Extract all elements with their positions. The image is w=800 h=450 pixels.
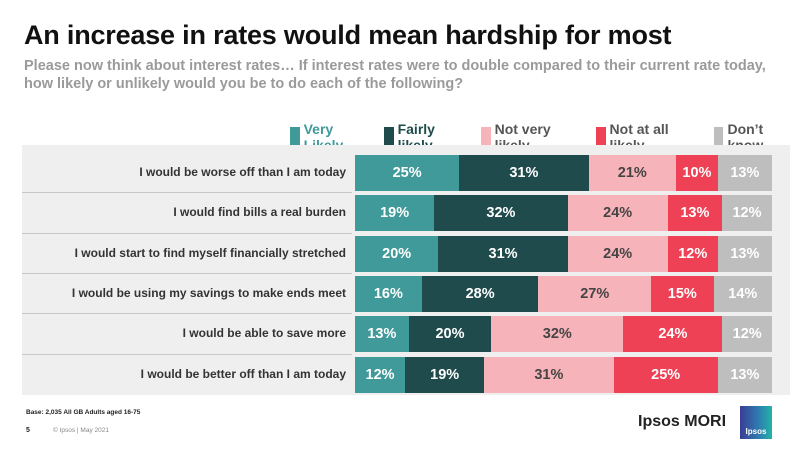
- bar-segment: 13%: [717, 356, 772, 393]
- legend-swatch: [480, 127, 491, 147]
- legend-swatch: [383, 127, 394, 147]
- category-label: I would be using my savings to make ends…: [71, 285, 346, 300]
- bar-segment: 32%: [434, 195, 568, 232]
- category-label: I would be able to save more: [182, 326, 346, 341]
- bar-segment: 27%: [538, 275, 652, 312]
- chart-row: I would start to find myself financially…: [22, 233, 790, 273]
- stacked-bar: 20% 31% 24% 12% 13%: [355, 235, 772, 272]
- stacked-bar: 25% 31% 21% 10% 13%: [355, 155, 772, 191]
- row-divider: [22, 313, 352, 315]
- base-note: Base: 2,035 All GB Adults aged 16-75: [26, 409, 141, 416]
- ipsos-logo: Ipsos: [740, 406, 772, 439]
- bar-segment: 31%: [459, 155, 589, 191]
- bar-segment: 13%: [717, 155, 772, 191]
- bar-segment: 12%: [721, 195, 772, 232]
- legend-swatch: [290, 127, 300, 147]
- bar-segment: 13%: [355, 316, 409, 353]
- bar-segment: 32%: [491, 316, 624, 353]
- chart-row: I would be worse off than I am today: [22, 152, 790, 192]
- brand-name: Ipsos MORI: [638, 413, 727, 430]
- bar-segment: 19%: [355, 195, 435, 232]
- stacked-bar: 12% 19% 31% 25% 13%: [355, 356, 772, 393]
- category-label: I would start to find myself financially…: [74, 245, 346, 260]
- bar-segment: 31%: [484, 356, 614, 393]
- category-label: I would be better off than I am today: [140, 366, 346, 381]
- chart-row: I would be better off than I am today: [22, 354, 790, 394]
- bar-segment: 12%: [667, 235, 718, 272]
- bar-segment: 25%: [613, 356, 718, 393]
- bar-segment: 21%: [588, 155, 677, 191]
- row-divider: [22, 272, 352, 274]
- bar-segment: 10%: [676, 155, 718, 191]
- bar-segment: 24%: [623, 316, 723, 353]
- bar-segment: 13%: [667, 195, 722, 232]
- legend-swatch: [595, 127, 606, 147]
- stacked-bar: 13% 20% 32% 24% 12%: [355, 316, 772, 353]
- bar-segment: 20%: [408, 316, 492, 353]
- bar-segment: 12%: [722, 316, 772, 353]
- bar-segment: 12%: [355, 356, 406, 393]
- bar-segment: 13%: [717, 235, 772, 272]
- bar-segment: 15%: [651, 275, 714, 312]
- bar-segment: 14%: [713, 275, 772, 312]
- logo-text: Ipsos: [745, 427, 767, 436]
- legend-swatch: [713, 127, 724, 147]
- page-subtitle: Please now think about interest rates… I…: [24, 58, 766, 92]
- bar-segment: 31%: [438, 235, 568, 272]
- chart-row: I would be able to save more: [22, 313, 790, 353]
- bar-segment: 19%: [405, 356, 485, 393]
- page-number: 5: [26, 427, 30, 434]
- bar-segment: 16%: [355, 275, 422, 312]
- stacked-bar: 19% 32% 24% 13% 12%: [355, 195, 772, 232]
- page-title: An increase in rates would mean hardship…: [24, 20, 672, 50]
- stacked-bar: 16% 28% 27% 15% 14%: [355, 275, 772, 312]
- bar-segment: 28%: [421, 275, 539, 312]
- chart-row: I would find bills a real burden: [22, 192, 790, 232]
- copyright: © Ipsos | May 2021: [53, 427, 109, 434]
- row-divider: [22, 192, 352, 194]
- bar-segment: 24%: [567, 195, 668, 232]
- chart-legend: Very LikelyFairly likelyNot very likelyN…: [290, 121, 800, 153]
- category-label: I would find bills a real burden: [173, 205, 346, 220]
- chart-row: I would be using my savings to make ends…: [22, 273, 790, 313]
- bar-segment: 20%: [355, 235, 439, 272]
- bar-segment: 25%: [355, 155, 460, 191]
- bar-segment: 24%: [567, 235, 668, 272]
- row-divider: [22, 232, 352, 234]
- row-divider: [22, 353, 352, 355]
- category-label: I would be worse off than I am today: [139, 165, 346, 179]
